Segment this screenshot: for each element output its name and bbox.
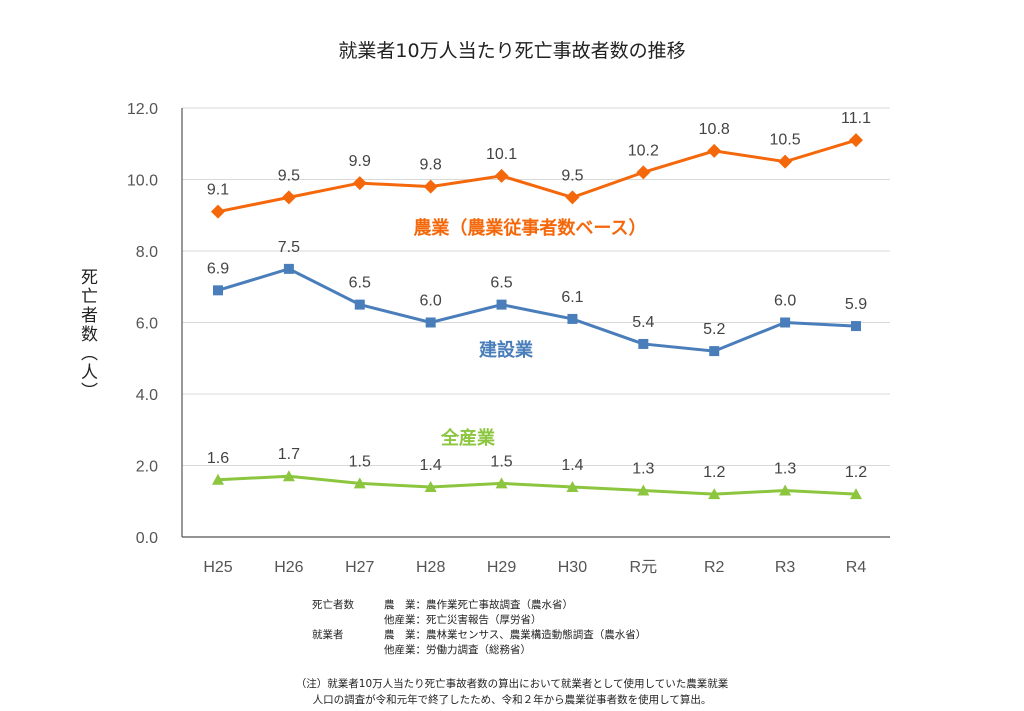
data-point — [494, 168, 509, 183]
y-axis-label: 死亡者数（人） — [77, 268, 97, 401]
data-label: 10.8 — [699, 121, 730, 138]
data-label: 1.3 — [632, 461, 654, 478]
y-tick-label: 12.0 — [127, 101, 158, 118]
series-line — [217, 138, 857, 214]
data-label: 9.8 — [420, 157, 442, 174]
data-point — [211, 204, 225, 219]
x-tick-label: H29 — [487, 559, 516, 576]
data-label: 1.7 — [278, 446, 300, 463]
data-label: 9.9 — [349, 153, 371, 170]
data-label: 1.5 — [349, 453, 371, 470]
x-tick-label: H27 — [345, 559, 374, 576]
x-tick-label: R元 — [630, 559, 658, 576]
data-label: 9.5 — [561, 167, 583, 184]
y-tick-label: 8.0 — [136, 244, 158, 261]
data-label: 1.6 — [207, 450, 229, 467]
source-text: 農 業：農作業死亡事故調査（農水省） — [384, 599, 573, 611]
data-label: 5.4 — [632, 314, 654, 331]
data-point — [779, 484, 792, 496]
data-label: 6.0 — [774, 293, 796, 310]
data-point — [213, 285, 223, 296]
legend-entry: 建設業 — [479, 339, 534, 361]
data-label: 6.9 — [207, 260, 229, 277]
data-point — [849, 133, 863, 148]
data-point — [638, 338, 649, 349]
data-label: 1.4 — [561, 457, 583, 474]
data-label: 6.5 — [490, 275, 512, 292]
data-point — [352, 176, 367, 191]
data-point — [212, 473, 224, 485]
data-point — [282, 470, 295, 482]
data-point — [353, 477, 366, 489]
data-point — [851, 321, 861, 332]
data-label: 1.4 — [420, 457, 442, 474]
legend-entry: 農業（農業従事者数ベース） — [413, 217, 646, 239]
data-label: 10.2 — [628, 142, 659, 159]
data-point — [567, 313, 578, 324]
data-label: 1.2 — [845, 464, 867, 481]
data-point — [496, 299, 507, 310]
data-label: 6.0 — [420, 293, 442, 310]
footnote: 人口の調査が令和元年で終了したため、令和２年から農業従事者数を使用して算出。 — [312, 694, 712, 706]
y-tick-label: 4.0 — [136, 387, 158, 404]
data-point — [566, 480, 579, 492]
x-tick-label: R3 — [775, 559, 796, 576]
data-label: 9.5 — [278, 167, 300, 184]
data-point — [709, 346, 720, 357]
data-point — [425, 317, 436, 328]
data-point — [637, 484, 650, 496]
data-point — [354, 299, 365, 310]
chart-title: 就業者10万人当たり死亡事故者数の推移 — [338, 40, 686, 62]
data-label: 9.1 — [207, 182, 229, 199]
footnote: （注）就業者10万人当たり死亡事故者数の算出において就業者として使用していた農業… — [295, 678, 729, 690]
data-label: 5.9 — [845, 296, 867, 313]
series-line — [217, 267, 857, 353]
data-label: 1.3 — [774, 461, 796, 478]
y-tick-label: 10.0 — [127, 173, 158, 190]
data-point — [283, 263, 294, 274]
data-label: 6.5 — [349, 275, 371, 292]
x-tick-label: R4 — [846, 559, 867, 576]
source-label: 死亡者数 — [312, 599, 354, 611]
data-label: 5.2 — [703, 321, 725, 338]
series-line — [217, 474, 857, 496]
y-tick-label: 2.0 — [136, 459, 158, 476]
data-label: 1.5 — [490, 453, 512, 470]
data-point — [707, 143, 722, 158]
data-point — [780, 317, 791, 328]
data-label: 10.5 — [770, 132, 801, 149]
data-label: 1.2 — [703, 464, 725, 481]
x-tick-label: R2 — [704, 559, 725, 576]
data-point — [850, 488, 862, 500]
data-point — [708, 488, 721, 500]
x-tick-label: H28 — [416, 559, 445, 576]
data-label: 7.5 — [278, 239, 300, 256]
source-label: 就業者 — [312, 629, 344, 641]
data-point — [423, 179, 438, 194]
legend-entry: 全産業 — [440, 427, 496, 449]
y-tick-label: 6.0 — [136, 316, 158, 333]
data-point — [778, 154, 793, 169]
data-point — [636, 165, 651, 180]
data-label: 6.1 — [561, 289, 583, 306]
data-label: 11.1 — [841, 110, 871, 127]
data-label: 10.1 — [486, 146, 517, 163]
source-text: 他産業：労働力調査（総務省） — [384, 644, 531, 656]
data-point — [495, 477, 508, 489]
data-point — [281, 190, 296, 205]
x-tick-label: H25 — [203, 559, 232, 576]
source-text: 農 業：農林業センサス、農業構造動態調査（農水省） — [384, 629, 647, 641]
data-point — [565, 190, 580, 205]
y-tick-label: 0.0 — [136, 530, 158, 547]
data-point — [424, 480, 437, 492]
source-text: 他産業：死亡災害報告（厚労省） — [384, 614, 542, 626]
x-tick-label: H30 — [558, 559, 587, 576]
x-tick-label: H26 — [274, 559, 303, 576]
